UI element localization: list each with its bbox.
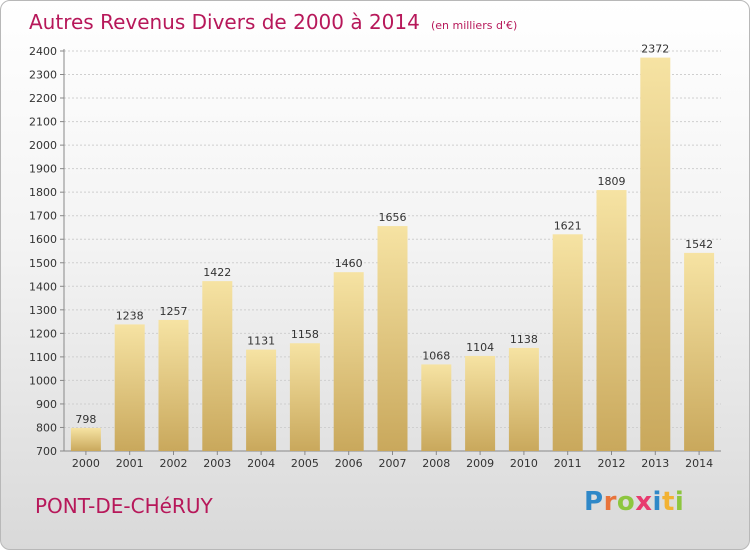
label-layer: 798 1238 1257 1422 1131 1158 1460 1656 1068 1104 1…	[75, 43, 713, 426]
y-tick-label: 700	[36, 445, 57, 458]
bar	[289, 343, 320, 451]
x-tick-label: 2004	[247, 457, 275, 470]
bar	[640, 57, 671, 452]
bar	[333, 272, 364, 451]
x-tick-label: 2003	[203, 457, 231, 470]
bar-value-label: 1131	[247, 335, 275, 348]
city-name: PONT-DE-CHéRUY	[35, 494, 213, 518]
chart-title: Autres Revenus Divers de 2000 à 2014	[29, 10, 420, 34]
bar-value-label: 1238	[116, 309, 144, 322]
logo-letter: t	[661, 487, 675, 517]
x-tick-label: 2007	[379, 457, 407, 470]
y-tick-label: 1400	[29, 280, 57, 293]
y-tick-label: 1000	[29, 374, 57, 387]
bar	[508, 347, 539, 451]
x-tick-label: 2008	[422, 457, 450, 470]
bar-value-label: 1542	[685, 238, 713, 251]
bar-layer	[70, 57, 715, 452]
x-tick-label: 2013	[641, 457, 669, 470]
x-tick-label: 2002	[160, 457, 188, 470]
x-tick-label: 2010	[510, 457, 538, 470]
logo-letter: x	[635, 487, 653, 517]
chart-subtitle: (en milliers d'€)	[430, 19, 518, 32]
bar-value-label: 1809	[598, 175, 626, 188]
y-tick-label: 800	[36, 421, 57, 434]
y-tick-label: 2100	[29, 116, 57, 129]
x-tick-label: 2011	[554, 457, 582, 470]
y-tick-label: 1500	[29, 257, 57, 270]
bar-value-label: 798	[75, 413, 96, 426]
y-tick-label: 2400	[29, 45, 57, 58]
bar-value-label: 1621	[554, 219, 582, 232]
logo-letter: i	[652, 487, 662, 517]
y-tick-label: 1800	[29, 186, 57, 199]
y-tick-label: 2200	[29, 92, 57, 105]
y-tick-label: 1200	[29, 327, 57, 340]
bar	[114, 324, 145, 451]
proxiti-logo[interactable]: Proxiti	[584, 487, 684, 517]
bar-value-label: 1460	[335, 257, 363, 270]
y-tick-label: 1100	[29, 351, 57, 364]
bar	[377, 226, 408, 451]
bar	[70, 427, 101, 451]
x-tick-label: 2001	[116, 457, 144, 470]
logo-letter: o	[616, 487, 636, 517]
x-tick-label: 2012	[598, 457, 626, 470]
bar	[465, 355, 496, 451]
bar	[421, 364, 452, 451]
y-tick-label: 1900	[29, 163, 57, 176]
bar-value-label: 1656	[379, 211, 407, 224]
x-tick-label: 2005	[291, 457, 319, 470]
bar	[552, 234, 583, 451]
y-tick-label: 900	[36, 398, 57, 411]
x-tick-label: 2006	[335, 457, 363, 470]
bar	[158, 319, 189, 451]
bar-value-label: 1422	[203, 266, 231, 279]
y-tick-label: 2000	[29, 139, 57, 152]
bar-value-label: 1158	[291, 328, 319, 341]
bar-value-label: 1104	[466, 341, 494, 354]
bar	[246, 349, 277, 451]
y-tick-label: 1700	[29, 210, 57, 223]
x-tick-label: 2009	[466, 457, 494, 470]
bar-value-label: 1138	[510, 333, 538, 346]
y-tick-label: 1600	[29, 233, 57, 246]
bar-value-label: 2372	[641, 43, 669, 56]
logo-letter: r	[603, 487, 617, 517]
bar-value-label: 1068	[422, 349, 450, 362]
bar-value-label: 1257	[160, 305, 188, 318]
y-tick-label: 1300	[29, 304, 57, 317]
logo-letter: i	[674, 487, 685, 517]
bar	[596, 190, 627, 451]
chart-title-block: Autres Revenus Divers de 2000 à 2014 (en…	[29, 10, 517, 34]
bar	[684, 252, 715, 451]
x-tick-label: 2000	[72, 457, 100, 470]
bar	[202, 281, 233, 451]
y-tick-label: 2300	[29, 69, 57, 82]
x-tick-label: 2014	[685, 457, 713, 470]
axis-layer: 700 800 900 1000 1100 1200 1300 1400 1500 1600 170…	[29, 45, 721, 470]
logo-letter: P	[584, 487, 604, 517]
